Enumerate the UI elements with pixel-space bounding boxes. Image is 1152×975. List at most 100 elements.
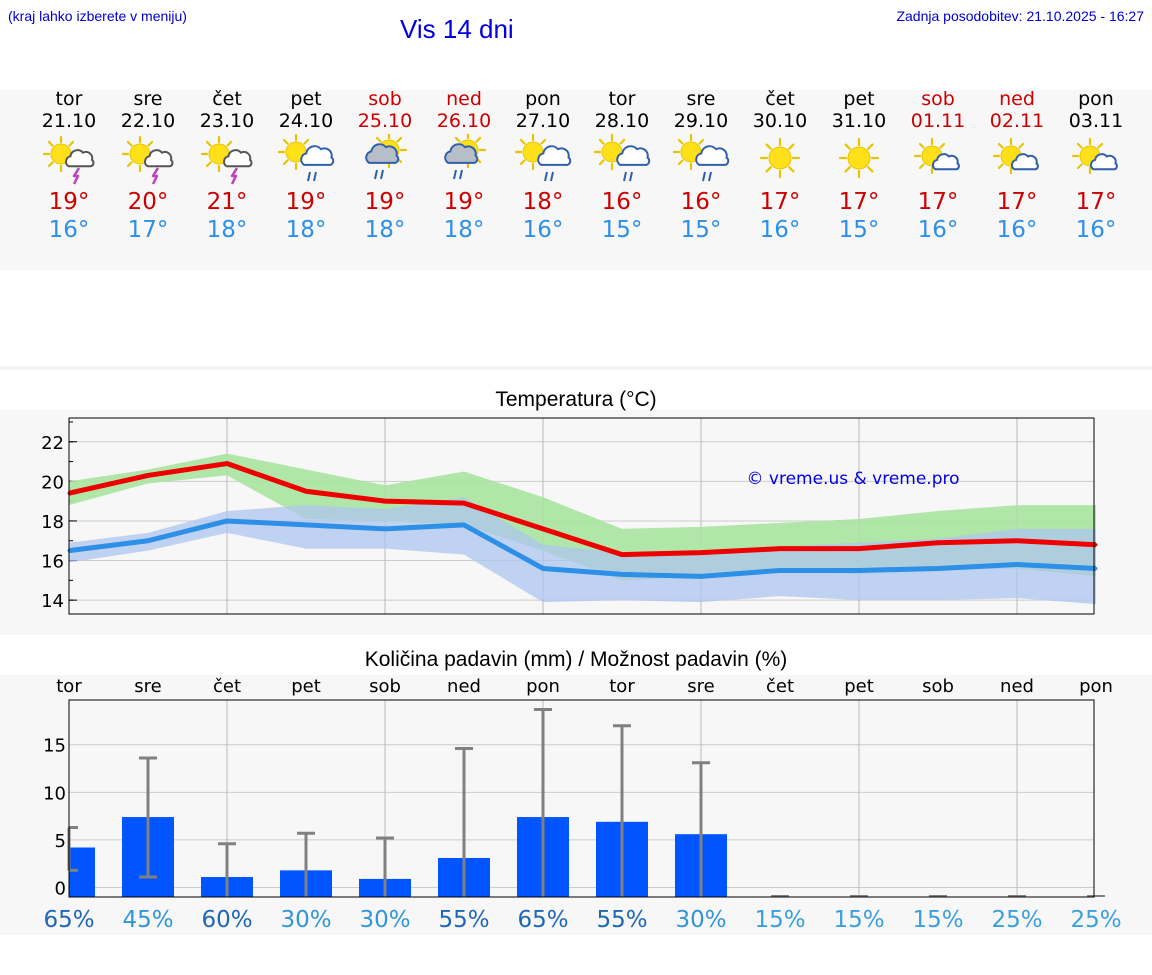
max-temperature-point <box>620 553 624 557</box>
y-tick-label: 16 <box>41 552 64 573</box>
day-name: sre <box>686 88 716 110</box>
day-date: 25.10 <box>357 110 413 132</box>
y-tick-label: 18 <box>41 512 64 533</box>
sun-cloud-rain-icon <box>514 134 572 182</box>
sun-grey-cloud-rain-icon <box>365 134 408 180</box>
day-date: 29.10 <box>673 110 729 132</box>
precipitation-probability: 25% <box>991 907 1042 933</box>
precipitation-probability: 30% <box>675 907 726 933</box>
precipitation-probability: 60% <box>201 907 252 933</box>
x-tick-label: ned <box>1000 676 1034 697</box>
x-tick-label: pet <box>291 676 321 697</box>
forecast-band <box>0 90 1152 270</box>
day-date: 26.10 <box>436 110 492 132</box>
day-date: 02.11 <box>989 110 1045 132</box>
min-temperature-point <box>857 568 861 572</box>
min-temperature-point <box>304 523 308 527</box>
y-tick-label: 20 <box>41 472 64 493</box>
max-temperature-point <box>383 499 387 503</box>
min-temperature: 17° <box>127 217 169 243</box>
day-date: 30.10 <box>752 110 808 132</box>
day-date: 22.10 <box>120 110 176 132</box>
plot-frame <box>68 699 1095 898</box>
max-temperature: 20° <box>127 189 169 215</box>
day-name: pon <box>1078 88 1114 110</box>
min-temperature: 15° <box>601 217 643 243</box>
min-temperature: 16° <box>917 217 959 243</box>
day-date: 01.11 <box>910 110 966 132</box>
precipitation-probability: 65% <box>43 907 94 933</box>
sun-cloud-thunder-icon <box>200 135 253 185</box>
precipitation-probability: 15% <box>833 907 884 933</box>
day-name: sob <box>921 88 955 110</box>
min-temperature-point <box>462 523 466 527</box>
min-temperature: 16° <box>522 217 564 243</box>
precipitation-bar <box>69 847 95 897</box>
day-column: sre 29.10 16° 15° <box>661 88 741 244</box>
y-tick-label: 14 <box>41 591 64 612</box>
y-tick-label: 15 <box>43 736 66 757</box>
min-temperature-point <box>699 574 703 578</box>
precipitation-probability: 15% <box>912 907 963 933</box>
min-temperature: 18° <box>285 217 327 243</box>
x-tick-label: tor <box>56 676 82 697</box>
sun-icon <box>838 137 880 179</box>
day-column: sob 25.10 19° 18° <box>345 88 425 244</box>
max-temperature: 17° <box>917 189 959 215</box>
day-column: sre 22.10 20° 17° <box>108 88 188 244</box>
temperature-chart: 14 16 18 20 22 © vreme.us & vreme.pro <box>41 417 1098 615</box>
precipitation-probability: 30% <box>280 907 331 933</box>
temperature-chart-title: Temperatura (°C) <box>495 388 657 411</box>
sun-icon <box>759 137 801 179</box>
watermark: © vreme.us & vreme.pro <box>746 469 959 489</box>
sun-cloud-rain-icon <box>277 134 335 182</box>
x-tick-label: ned <box>447 676 481 697</box>
precipitation-probability: 55% <box>438 907 489 933</box>
x-tick-label: pet <box>844 676 874 697</box>
x-tick-label: sre <box>134 676 161 697</box>
day-name: čet <box>212 88 242 110</box>
min-temperature-point <box>225 519 229 523</box>
sun-cloud-rain-icon <box>672 134 730 182</box>
day-date: 27.10 <box>515 110 571 132</box>
y-tick-label: 22 <box>41 433 64 454</box>
min-temperature-point <box>936 566 940 570</box>
last-updated: Zadnja posodobitev: 21.10.2025 - 16:27 <box>896 8 1144 24</box>
x-tick-label: pon <box>526 676 560 697</box>
precipitation-probability: 25% <box>1070 907 1121 933</box>
sun-cloud-thunder-icon <box>42 135 95 185</box>
max-temperature: 19° <box>48 189 90 215</box>
precipitation-chart: 0 5 10 15 tor sre čet pet sob ned pon tor sre čet pet s… <box>43 676 1121 933</box>
min-temperature-point <box>1094 566 1098 570</box>
min-temperature: 18° <box>443 217 485 243</box>
max-temperature: 21° <box>206 189 248 215</box>
location-hint: (kraj lahko izberete v meniju) <box>8 8 187 24</box>
max-temperature-point <box>1094 543 1098 547</box>
max-temperature-point <box>541 527 545 531</box>
x-tick-label: pon <box>1079 676 1113 697</box>
min-temperature-line <box>68 518 1097 579</box>
max-temperature: 17° <box>1075 189 1117 215</box>
max-temperature-line <box>68 461 1097 558</box>
min-temperature-point <box>541 566 545 570</box>
day-column: ned 02.11 17° 16° <box>977 88 1057 244</box>
min-temperature-point <box>146 539 150 543</box>
day-name: ned <box>999 88 1035 110</box>
max-temperature: 19° <box>443 189 485 215</box>
max-temperature-point <box>857 547 861 551</box>
min-temperature: 16° <box>48 217 90 243</box>
x-tick-label: čet <box>766 676 794 697</box>
min-temperature: 15° <box>680 217 722 243</box>
min-temperature: 16° <box>1075 217 1117 243</box>
max-temperature-point <box>304 489 308 493</box>
day-name: čet <box>765 88 795 110</box>
day-column: pet 31.10 17° 15° <box>819 88 899 244</box>
min-temperature: 18° <box>364 217 406 243</box>
max-temperature: 19° <box>285 189 327 215</box>
day-column: pet 24.10 19° 18° <box>266 88 346 244</box>
sun-grey-cloud-rain-icon <box>444 134 487 180</box>
daily-forecast: tor 21.10 19° 16° sre 22.10 20° 17° čet 23.10 21° 1… <box>0 88 1152 248</box>
day-column: čet 23.10 21° 18° <box>187 88 267 244</box>
day-date: 21.10 <box>41 110 97 132</box>
max-temperature-point <box>225 462 229 466</box>
